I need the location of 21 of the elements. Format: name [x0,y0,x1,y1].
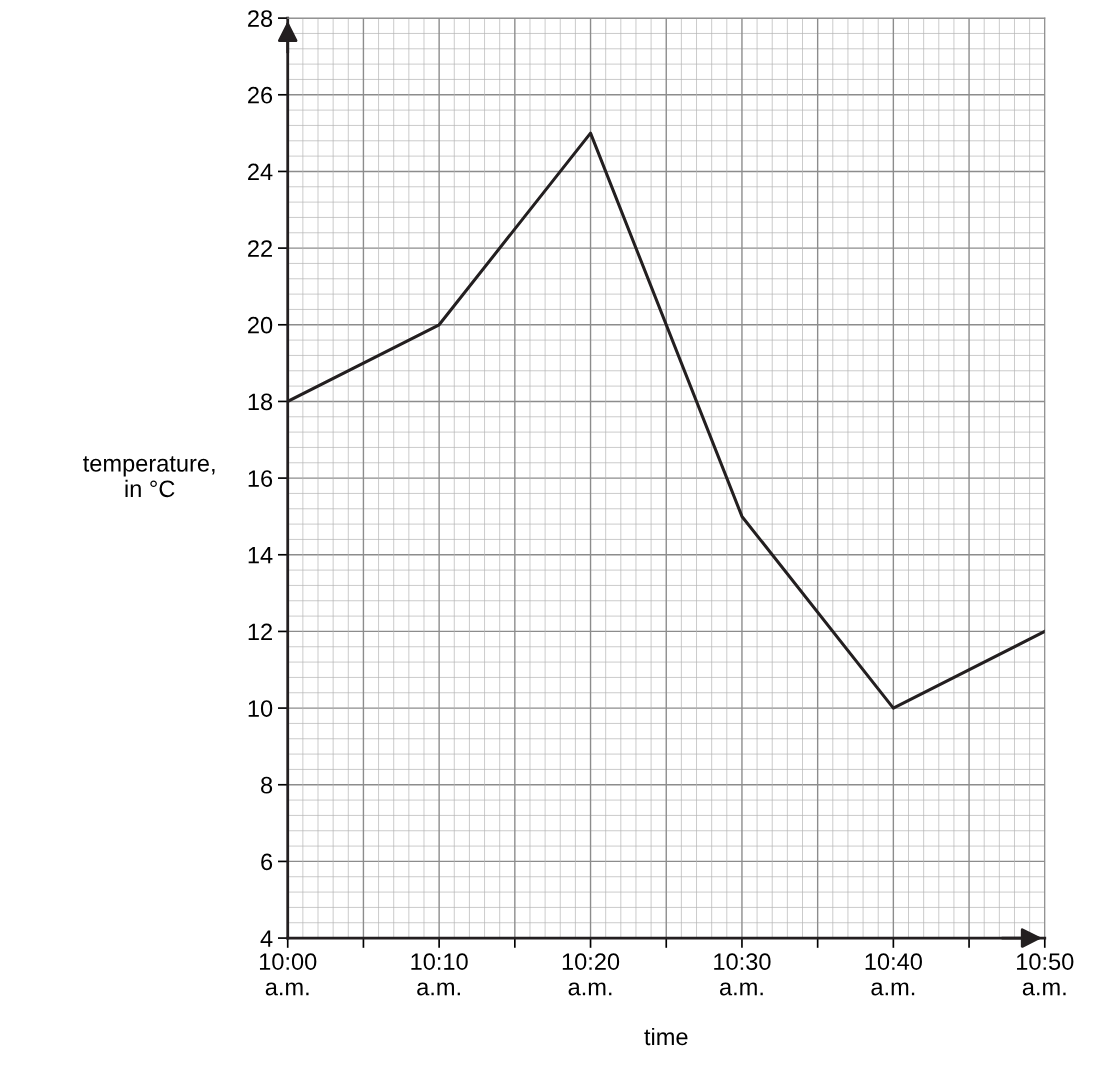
x-tick-label: 10:40 a.m. [865,953,922,996]
y-tick-label: 26 [248,86,273,104]
y-tick-label: 8 [261,776,273,794]
y-tick-label: 10 [248,700,273,717]
y-tick-label: 22 [248,240,272,257]
x-tick-label: 10:10 a.m. [411,953,468,996]
y-tick-label: 18 [248,393,273,411]
x-tick-label: 10:00 a.m. [259,953,317,996]
y-tick-label: 16 [248,470,273,487]
y-tick-label: 14 [248,547,273,564]
y-tick-label: 28 [248,10,273,27]
x-tick-label: 10:20 a.m. [562,953,620,996]
y-tick-label: 6 [261,853,273,871]
y-tick-label: 4 [260,930,273,947]
y-tick-label: 20 [248,316,273,334]
x-tick-label: 10:50 a.m. [1017,953,1074,996]
y-axis-title: temperature, in °C [83,456,215,498]
x-tick-label: 10:30 a.m. [714,953,771,996]
x-axis-title: time [644,1027,688,1046]
y-tick-label: 24 [248,163,273,180]
y-tick-label: 12 [248,623,272,640]
